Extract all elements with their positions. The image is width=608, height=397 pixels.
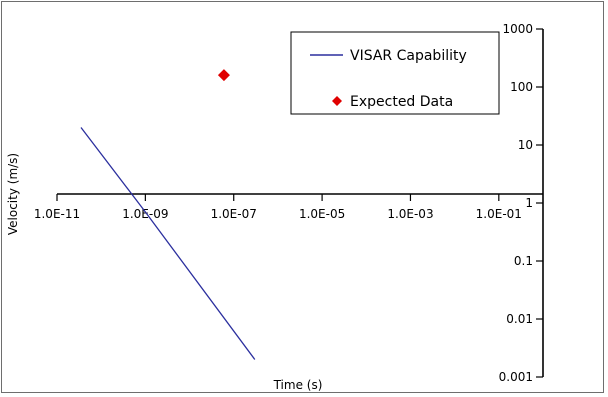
x-axis-title: Time (s) [273,378,323,392]
legend-swatch-expected-data [332,96,342,106]
y-tick-label: 0.1 [514,254,533,268]
y-axis-title: Velocity (m/s) [6,153,20,235]
y-tick-label: 10 [518,138,533,152]
series-layer [80,69,256,360]
x-tick-label: 1.0E-03 [387,207,433,221]
y-tick-label: 0.001 [499,370,533,384]
legend-label-expected-data: Expected Data [350,94,453,110]
series-line-visar-capability [80,127,256,360]
chart-frame [1,1,604,393]
x-axis-ticks: 1.0E-11 1.0E-09 1.0E-07 1.0E-05 1.0E-03 1.0E-… [34,194,522,221]
y-tick-label: 1 [525,196,533,210]
x-tick-label: 1.0E-09 [122,207,168,221]
x-tick-label: 1.0E-07 [211,207,257,221]
x-tick-label: 1.0E-01 [476,207,522,221]
legend-label-visar: VISAR Capability [350,48,467,64]
y-axis-ticks: 1000 100 10 1 0.1 0.01 0.001 [499,22,543,384]
y-tick-label: 0.01 [506,312,533,326]
legend: VISAR Capability Expected Data [290,31,500,115]
x-tick-label: 1.0E-11 [34,207,80,221]
y-tick-label: 100 [510,80,533,94]
x-tick-label: 1.0E-05 [299,207,345,221]
y-tick-label: 1000 [502,22,533,36]
data-point-expected-data [217,69,230,82]
legend-box [290,31,500,115]
